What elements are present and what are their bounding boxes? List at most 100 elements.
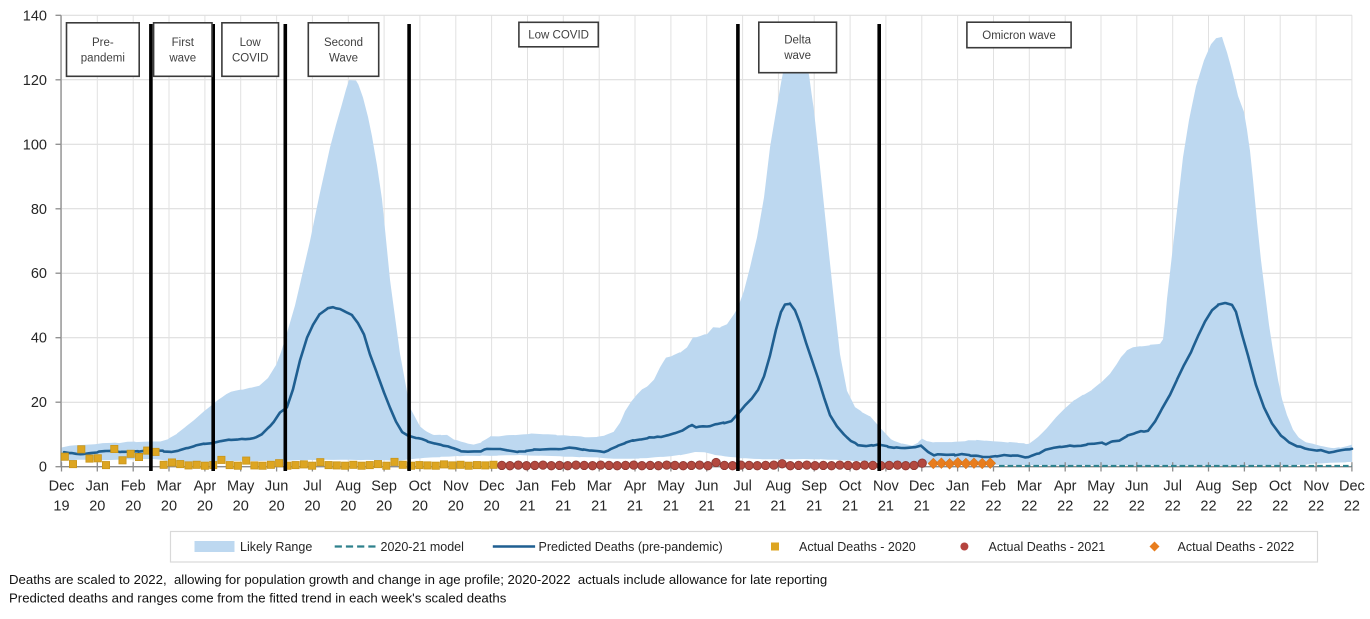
svg-text:wave: wave xyxy=(168,52,196,64)
svg-text:21: 21 xyxy=(699,499,715,515)
svg-text:21: 21 xyxy=(842,499,858,515)
svg-text:Oct: Oct xyxy=(409,479,432,495)
svg-text:Predicted deaths and ranges co: Predicted deaths and ranges come from th… xyxy=(9,591,507,606)
svg-text:Mar: Mar xyxy=(1017,479,1042,495)
svg-text:19: 19 xyxy=(53,499,69,515)
svg-text:140: 140 xyxy=(23,8,47,24)
svg-text:20: 20 xyxy=(484,499,500,515)
svg-text:Jun: Jun xyxy=(265,479,288,495)
svg-text:0: 0 xyxy=(39,460,47,476)
svg-text:21: 21 xyxy=(627,499,643,515)
svg-text:Aug: Aug xyxy=(1196,479,1222,495)
svg-text:May: May xyxy=(657,479,685,495)
svg-text:22: 22 xyxy=(1057,499,1073,515)
svg-text:22: 22 xyxy=(950,499,966,515)
svg-text:Feb: Feb xyxy=(121,479,146,495)
svg-text:22: 22 xyxy=(1129,499,1145,515)
svg-text:Delta: Delta xyxy=(784,35,811,47)
svg-text:Actual Deaths - 2021: Actual Deaths - 2021 xyxy=(989,540,1106,554)
svg-text:Dec: Dec xyxy=(909,479,935,495)
svg-text:Apr: Apr xyxy=(624,479,647,495)
svg-text:21: 21 xyxy=(519,499,535,515)
svg-text:20: 20 xyxy=(125,499,141,515)
svg-text:Oct: Oct xyxy=(839,479,862,495)
svg-text:20: 20 xyxy=(412,499,428,515)
svg-text:Nov: Nov xyxy=(1303,479,1330,495)
svg-text:20: 20 xyxy=(304,499,320,515)
svg-text:Oct: Oct xyxy=(1269,479,1292,495)
svg-text:Dec: Dec xyxy=(479,479,505,495)
svg-text:Jan: Jan xyxy=(86,479,109,495)
svg-text:Apr: Apr xyxy=(1054,479,1077,495)
svg-text:Feb: Feb xyxy=(551,479,576,495)
svg-text:20: 20 xyxy=(31,395,47,411)
svg-text:Jun: Jun xyxy=(695,479,718,495)
svg-text:22: 22 xyxy=(1308,499,1324,515)
svg-text:22: 22 xyxy=(1272,499,1288,515)
svg-text:20: 20 xyxy=(376,499,392,515)
svg-text:20: 20 xyxy=(161,499,177,515)
svg-text:Pre-: Pre- xyxy=(92,37,114,49)
svg-text:Aug: Aug xyxy=(335,479,361,495)
svg-text:21: 21 xyxy=(914,499,930,515)
svg-text:120: 120 xyxy=(23,73,47,89)
svg-text:First: First xyxy=(172,37,195,49)
svg-text:Wave: Wave xyxy=(329,52,358,64)
svg-text:22: 22 xyxy=(1093,499,1109,515)
svg-text:Sep: Sep xyxy=(371,479,397,495)
svg-text:22: 22 xyxy=(1021,499,1037,515)
svg-text:20: 20 xyxy=(233,499,249,515)
svg-text:22: 22 xyxy=(1165,499,1181,515)
svg-text:80: 80 xyxy=(31,202,47,218)
svg-text:20: 20 xyxy=(197,499,213,515)
svg-text:22: 22 xyxy=(1344,499,1360,515)
svg-text:Jul: Jul xyxy=(1163,479,1182,495)
svg-text:22: 22 xyxy=(1200,499,1216,515)
svg-text:Likely Range: Likely Range xyxy=(240,540,312,554)
svg-text:21: 21 xyxy=(770,499,786,515)
svg-text:20: 20 xyxy=(269,499,285,515)
svg-text:pandemi: pandemi xyxy=(81,52,125,64)
svg-text:40: 40 xyxy=(31,331,47,347)
svg-text:wave: wave xyxy=(783,50,811,62)
svg-text:Low COVID: Low COVID xyxy=(528,30,589,42)
svg-text:Aug: Aug xyxy=(765,479,791,495)
svg-text:21: 21 xyxy=(735,499,751,515)
svg-text:21: 21 xyxy=(591,499,607,515)
svg-text:22: 22 xyxy=(985,499,1001,515)
svg-text:100: 100 xyxy=(23,137,47,153)
svg-text:Jan: Jan xyxy=(516,479,539,495)
svg-text:2020-21 model: 2020-21 model xyxy=(381,540,464,554)
svg-text:22: 22 xyxy=(1236,499,1252,515)
svg-text:Jul: Jul xyxy=(303,479,322,495)
svg-text:Jul: Jul xyxy=(733,479,752,495)
svg-text:Second: Second xyxy=(324,37,363,49)
svg-text:Omicron wave: Omicron wave xyxy=(982,30,1056,42)
svg-text:20: 20 xyxy=(448,499,464,515)
svg-text:Actual Deaths - 2020: Actual Deaths - 2020 xyxy=(799,540,916,554)
svg-text:Predicted Deaths (pre-pandemic: Predicted Deaths (pre-pandemic) xyxy=(539,540,723,554)
svg-text:Jun: Jun xyxy=(1125,479,1148,495)
svg-text:21: 21 xyxy=(555,499,571,515)
svg-text:Dec: Dec xyxy=(1339,479,1365,495)
svg-text:COVID: COVID xyxy=(232,52,268,64)
svg-text:Actual Deaths - 2022: Actual Deaths - 2022 xyxy=(1178,540,1295,554)
svg-text:Feb: Feb xyxy=(981,479,1006,495)
svg-text:Sep: Sep xyxy=(1231,479,1257,495)
svg-text:60: 60 xyxy=(31,266,47,282)
svg-text:Jan: Jan xyxy=(946,479,969,495)
svg-text:Deaths are scaled to 2022, al: Deaths are scaled to 2022, allowing for … xyxy=(9,572,827,587)
svg-text:Nov: Nov xyxy=(443,479,470,495)
svg-text:21: 21 xyxy=(663,499,679,515)
svg-text:May: May xyxy=(1087,479,1115,495)
svg-text:May: May xyxy=(227,479,255,495)
svg-text:21: 21 xyxy=(806,499,822,515)
svg-text:Apr: Apr xyxy=(194,479,217,495)
svg-text:Mar: Mar xyxy=(157,479,182,495)
svg-text:21: 21 xyxy=(878,499,894,515)
svg-text:Nov: Nov xyxy=(873,479,900,495)
svg-text:Low: Low xyxy=(240,37,262,49)
svg-text:Sep: Sep xyxy=(801,479,827,495)
svg-text:Dec: Dec xyxy=(49,479,75,495)
svg-text:20: 20 xyxy=(89,499,105,515)
